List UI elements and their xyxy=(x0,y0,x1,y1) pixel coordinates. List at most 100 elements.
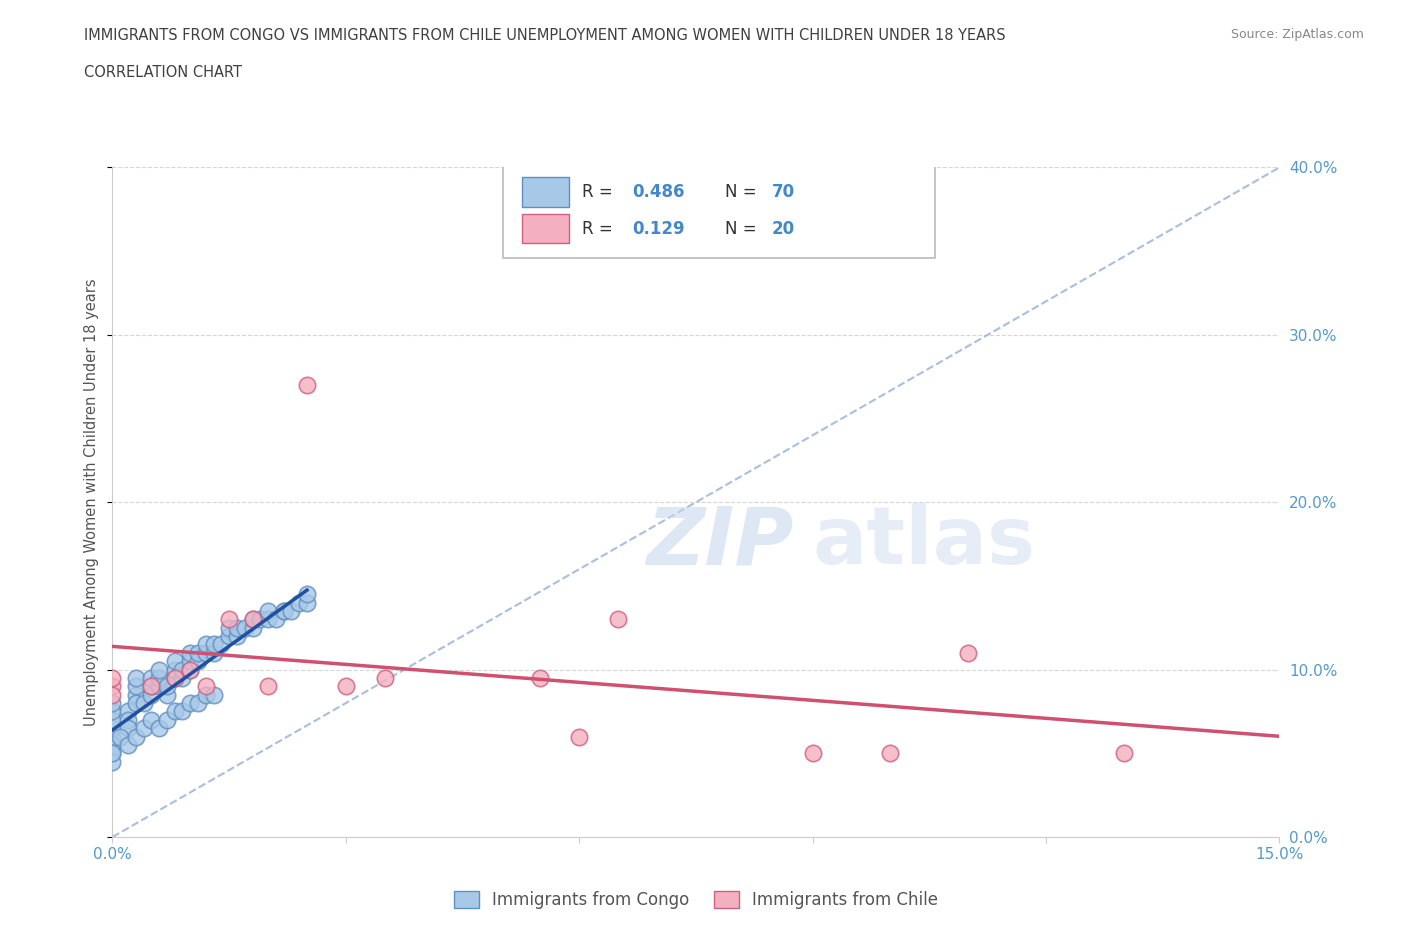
Point xyxy=(179,662,201,677)
Point xyxy=(295,595,318,610)
Point xyxy=(132,696,155,711)
Point xyxy=(273,604,295,618)
Point xyxy=(101,712,124,727)
FancyBboxPatch shape xyxy=(522,178,569,206)
Point xyxy=(194,637,217,652)
Text: IMMIGRANTS FROM CONGO VS IMMIGRANTS FROM CHILE UNEMPLOYMENT AMONG WOMEN WITH CHI: IMMIGRANTS FROM CONGO VS IMMIGRANTS FROM… xyxy=(84,28,1005,43)
Point xyxy=(280,604,302,618)
Point xyxy=(257,679,280,694)
Point xyxy=(141,671,163,685)
Point xyxy=(101,729,124,744)
Point xyxy=(125,696,148,711)
Point xyxy=(156,679,179,694)
Text: N =: N = xyxy=(725,220,756,238)
Point xyxy=(374,671,396,685)
Point xyxy=(125,679,148,694)
Point xyxy=(101,754,124,769)
Text: 0.486: 0.486 xyxy=(631,183,685,201)
Point xyxy=(163,654,186,669)
Legend: Immigrants from Congo, Immigrants from Chile: Immigrants from Congo, Immigrants from C… xyxy=(447,884,945,916)
Point xyxy=(1112,746,1135,761)
Point xyxy=(172,671,194,685)
Point xyxy=(101,671,124,685)
Text: 0.129: 0.129 xyxy=(631,220,685,238)
Point xyxy=(187,654,209,669)
Point xyxy=(148,662,170,677)
FancyBboxPatch shape xyxy=(503,164,935,258)
Point xyxy=(132,721,155,736)
Point xyxy=(141,679,163,694)
Text: CORRELATION CHART: CORRELATION CHART xyxy=(84,65,242,80)
Point xyxy=(202,637,225,652)
Point xyxy=(264,612,287,627)
Point xyxy=(101,696,124,711)
Point xyxy=(295,587,318,602)
Point xyxy=(218,612,240,627)
Point xyxy=(194,679,217,694)
Point xyxy=(568,729,591,744)
Point xyxy=(187,645,209,660)
Text: atlas: atlas xyxy=(813,503,1036,581)
Point xyxy=(218,620,240,635)
Point xyxy=(607,612,630,627)
Point xyxy=(101,721,124,736)
Point xyxy=(148,721,170,736)
Point xyxy=(101,737,124,752)
Point xyxy=(172,704,194,719)
Point xyxy=(117,712,139,727)
Point xyxy=(148,679,170,694)
FancyBboxPatch shape xyxy=(522,214,569,243)
Point xyxy=(242,612,264,627)
Point xyxy=(117,721,139,736)
Point xyxy=(179,654,201,669)
Text: Source: ZipAtlas.com: Source: ZipAtlas.com xyxy=(1230,28,1364,41)
Point xyxy=(273,604,295,618)
Point xyxy=(101,746,124,761)
Point xyxy=(957,645,980,660)
Point xyxy=(242,612,264,627)
Text: N =: N = xyxy=(725,183,756,201)
Point xyxy=(148,671,170,685)
Point xyxy=(209,637,232,652)
Point xyxy=(163,662,186,677)
Point xyxy=(879,746,901,761)
Point xyxy=(101,746,124,761)
Point xyxy=(529,671,551,685)
Point xyxy=(194,645,217,660)
Point xyxy=(179,645,201,660)
Point xyxy=(101,679,124,694)
Point xyxy=(801,746,824,761)
Point xyxy=(117,737,139,752)
Point xyxy=(172,662,194,677)
Point xyxy=(141,679,163,694)
Point xyxy=(179,662,201,677)
Point xyxy=(101,687,124,702)
Y-axis label: Unemployment Among Women with Children Under 18 years: Unemployment Among Women with Children U… xyxy=(84,278,100,726)
Point xyxy=(163,671,186,685)
Point xyxy=(187,696,209,711)
Point xyxy=(141,712,163,727)
Point xyxy=(202,645,225,660)
Text: R =: R = xyxy=(582,220,613,238)
Point xyxy=(117,704,139,719)
Text: R =: R = xyxy=(582,183,613,201)
Point xyxy=(156,712,179,727)
Point xyxy=(295,378,318,392)
Point xyxy=(125,671,148,685)
Point xyxy=(257,612,280,627)
Text: ZIP: ZIP xyxy=(645,503,793,581)
Point xyxy=(163,704,186,719)
Point xyxy=(226,620,249,635)
Point xyxy=(101,704,124,719)
Point xyxy=(141,687,163,702)
Point xyxy=(218,629,240,644)
Point xyxy=(233,620,256,635)
Point xyxy=(257,604,280,618)
Point xyxy=(288,595,311,610)
Point xyxy=(163,671,186,685)
Point xyxy=(125,687,148,702)
Point xyxy=(194,687,217,702)
Point xyxy=(249,612,271,627)
Point xyxy=(335,679,357,694)
Point xyxy=(110,729,132,744)
